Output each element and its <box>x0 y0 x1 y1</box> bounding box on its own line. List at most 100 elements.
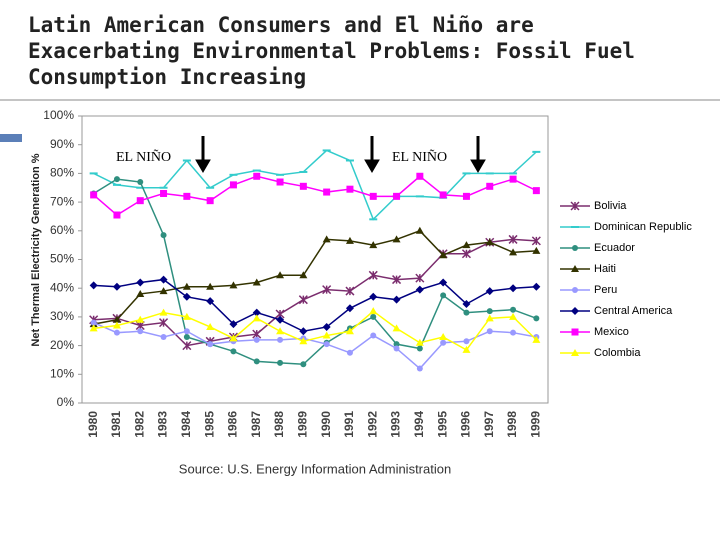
marker <box>370 313 377 320</box>
series-line <box>93 178 537 366</box>
marker <box>392 275 402 285</box>
marker <box>486 308 493 315</box>
marker <box>229 320 238 329</box>
x-tick-label: 1997 <box>482 411 496 438</box>
decor-block <box>0 134 22 142</box>
marker <box>159 275 168 284</box>
marker <box>322 285 332 295</box>
marker <box>137 179 144 186</box>
x-tick-label: 1988 <box>272 411 286 438</box>
marker <box>571 349 579 356</box>
marker <box>509 175 517 183</box>
marker <box>572 287 578 293</box>
series-line <box>93 175 537 216</box>
y-tick-label: 20% <box>50 338 74 352</box>
marker <box>230 348 237 355</box>
x-tick-label: 1999 <box>529 411 543 438</box>
marker <box>206 297 215 306</box>
marker <box>229 281 238 289</box>
marker <box>440 339 447 346</box>
marker <box>463 338 470 345</box>
marker <box>207 341 214 348</box>
marker <box>182 282 191 290</box>
marker <box>393 345 400 352</box>
marker <box>439 191 447 199</box>
series-line <box>93 278 537 333</box>
marker <box>252 314 261 322</box>
marker <box>572 245 578 251</box>
marker <box>462 241 471 249</box>
marker <box>300 361 307 368</box>
legend-box <box>554 194 702 368</box>
legend-label: Ecuador <box>594 242 635 254</box>
y-tick-label: 90% <box>50 137 74 151</box>
marker <box>229 181 237 189</box>
legend-label: Mexico <box>594 326 629 338</box>
marker <box>369 292 378 301</box>
series <box>89 149 541 221</box>
marker <box>299 337 308 345</box>
marker <box>415 285 424 294</box>
legend-label: Haiti <box>594 263 616 275</box>
y-axis-label: Net Thermal Electricity Generation % <box>30 153 42 346</box>
marker <box>531 236 541 246</box>
marker <box>345 286 355 296</box>
marker <box>206 197 214 205</box>
x-tick-label: 1996 <box>459 411 473 438</box>
series <box>89 307 541 353</box>
marker <box>136 289 145 297</box>
y-tick-label: 40% <box>50 280 74 294</box>
x-tick-label: 1984 <box>179 411 193 438</box>
y-tick-label: 30% <box>50 309 74 323</box>
marker <box>323 188 331 196</box>
series <box>89 226 541 328</box>
marker <box>415 226 424 234</box>
marker <box>277 359 284 366</box>
marker <box>392 295 401 304</box>
marker <box>485 314 494 322</box>
marker <box>89 324 98 332</box>
marker <box>346 185 354 193</box>
marker <box>415 273 425 283</box>
marker <box>159 287 168 295</box>
marker <box>276 315 285 324</box>
marker <box>136 278 145 287</box>
marker <box>135 320 145 331</box>
marker <box>533 315 540 322</box>
marker <box>439 278 448 287</box>
marker <box>345 327 354 335</box>
marker <box>509 248 518 256</box>
x-tick-label: 1981 <box>109 411 123 438</box>
series-line <box>93 310 537 351</box>
marker <box>370 332 377 339</box>
legend-label: Bolivia <box>594 200 627 212</box>
series-line <box>93 229 537 325</box>
marker <box>183 192 191 200</box>
marker <box>415 338 424 346</box>
annotation: EL NIÑO <box>392 149 447 165</box>
arrow-head <box>470 159 486 173</box>
x-tick-label: 1987 <box>249 411 263 438</box>
marker <box>323 341 330 348</box>
marker <box>345 236 354 244</box>
marker <box>276 327 285 335</box>
marker <box>112 321 121 329</box>
y-tick-label: 50% <box>50 252 74 266</box>
marker <box>393 341 400 348</box>
arrow-head <box>195 159 211 173</box>
marker <box>485 238 494 246</box>
x-tick-label: 1992 <box>365 411 379 438</box>
marker <box>462 299 471 308</box>
x-tick-label: 1993 <box>389 411 403 438</box>
y-tick-label: 10% <box>50 366 74 380</box>
marker <box>276 178 284 186</box>
x-tick-label: 1995 <box>435 411 449 438</box>
marker <box>252 308 261 317</box>
marker <box>182 341 192 351</box>
marker <box>369 307 378 315</box>
marker <box>346 349 353 356</box>
marker <box>368 270 378 280</box>
x-tick-label: 1982 <box>132 411 146 438</box>
marker <box>113 176 120 183</box>
marker <box>532 246 541 254</box>
